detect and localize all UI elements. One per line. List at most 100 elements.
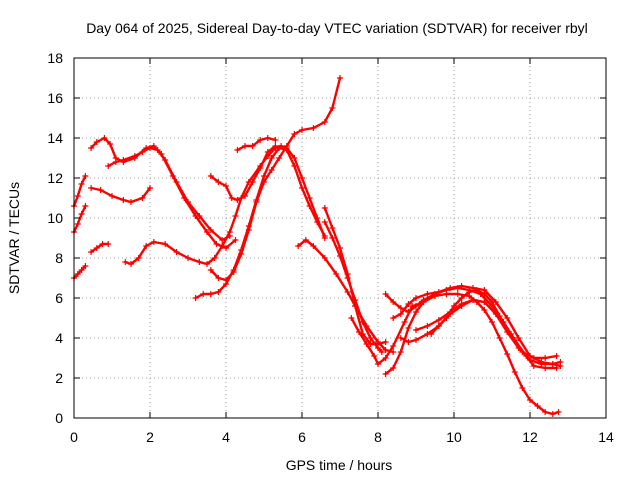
data-point <box>213 241 220 247</box>
data-point <box>321 205 328 211</box>
data-point <box>306 203 313 209</box>
x-tick-label: 8 <box>374 429 382 445</box>
data-point <box>74 271 81 277</box>
data-point <box>207 291 214 297</box>
data-point <box>424 323 431 329</box>
data-point <box>234 147 241 153</box>
data-point <box>162 241 169 247</box>
data-point <box>390 343 397 349</box>
data-point <box>257 137 264 143</box>
data-point <box>321 119 328 125</box>
series-sat-e <box>88 185 153 205</box>
series-sat-q <box>382 291 562 417</box>
data-point <box>291 155 298 161</box>
series-trace <box>72 204 87 234</box>
data-point <box>245 227 252 233</box>
data-point <box>192 295 199 301</box>
data-point <box>481 307 488 313</box>
y-tick-label: 4 <box>55 330 63 346</box>
y-axis-label: SDTVAR / TECUs <box>6 182 22 294</box>
chart-title: Day 064 of 2025, Sidereal Day-to-day VTE… <box>86 20 588 36</box>
data-point <box>226 229 233 235</box>
data-point <box>329 225 336 231</box>
data-point <box>530 363 537 369</box>
data-point <box>553 353 560 359</box>
data-point <box>88 249 95 255</box>
series-trace <box>107 146 231 242</box>
data-point <box>481 291 488 297</box>
data-point <box>196 213 203 219</box>
data-point <box>185 199 191 205</box>
data-point <box>382 371 389 377</box>
data-point <box>470 297 476 303</box>
series-trace <box>384 292 560 416</box>
data-point <box>257 165 264 171</box>
series-sat-v <box>413 297 488 333</box>
y-tick-label: 16 <box>47 90 63 106</box>
data-point <box>223 183 229 189</box>
data-point <box>299 185 305 191</box>
data-point <box>147 185 153 191</box>
data-point <box>299 175 305 181</box>
data-point <box>128 199 134 205</box>
data-point <box>382 347 389 353</box>
data-point <box>363 341 370 347</box>
y-tick-label: 10 <box>47 210 63 226</box>
data-point <box>143 243 150 249</box>
data-point <box>93 245 100 251</box>
data-point <box>101 135 108 141</box>
data-point <box>321 233 328 239</box>
data-point <box>261 173 267 179</box>
data-point <box>359 319 366 325</box>
data-point <box>405 301 412 307</box>
series-sat-h <box>122 143 328 267</box>
data-point <box>173 249 180 255</box>
data-point <box>390 315 397 321</box>
data-point <box>504 351 511 357</box>
data-point <box>413 309 419 315</box>
y-tick-label: 0 <box>55 410 63 426</box>
series-sat-s <box>390 283 564 367</box>
data-point <box>458 283 465 289</box>
data-point <box>310 243 317 249</box>
data-point <box>306 195 313 201</box>
data-point <box>253 199 260 205</box>
data-point <box>397 305 404 311</box>
data-point <box>329 235 336 241</box>
data-point <box>135 255 142 261</box>
data-point <box>401 319 408 325</box>
x-tick-label: 12 <box>522 429 538 445</box>
data-point <box>122 259 129 265</box>
x-tick-label: 14 <box>598 429 614 445</box>
data-point <box>397 311 404 317</box>
data-point <box>344 271 351 277</box>
data-point <box>390 349 397 355</box>
data-point <box>549 361 556 367</box>
data-point <box>382 355 389 361</box>
data-point <box>276 145 283 151</box>
data-point <box>504 315 511 321</box>
data-point <box>200 291 207 297</box>
series-trace <box>236 136 277 152</box>
series-trace <box>72 264 87 280</box>
data-point <box>204 261 210 267</box>
data-point <box>295 243 302 249</box>
data-point <box>139 195 146 201</box>
grid-layer <box>74 58 606 418</box>
data-point <box>242 143 248 149</box>
data-point <box>234 197 241 203</box>
data-point <box>93 139 100 145</box>
data-point <box>542 355 549 361</box>
data-point <box>249 143 256 149</box>
data-point <box>527 357 533 363</box>
data-point <box>120 197 127 203</box>
data-point <box>230 269 237 275</box>
data-point <box>382 291 389 297</box>
data-point <box>147 145 153 151</box>
data-point <box>508 331 514 337</box>
y-tick-label: 8 <box>55 250 63 266</box>
data-point <box>82 203 89 209</box>
data-point <box>515 335 522 341</box>
data-point <box>223 245 229 251</box>
data-point <box>272 143 279 149</box>
